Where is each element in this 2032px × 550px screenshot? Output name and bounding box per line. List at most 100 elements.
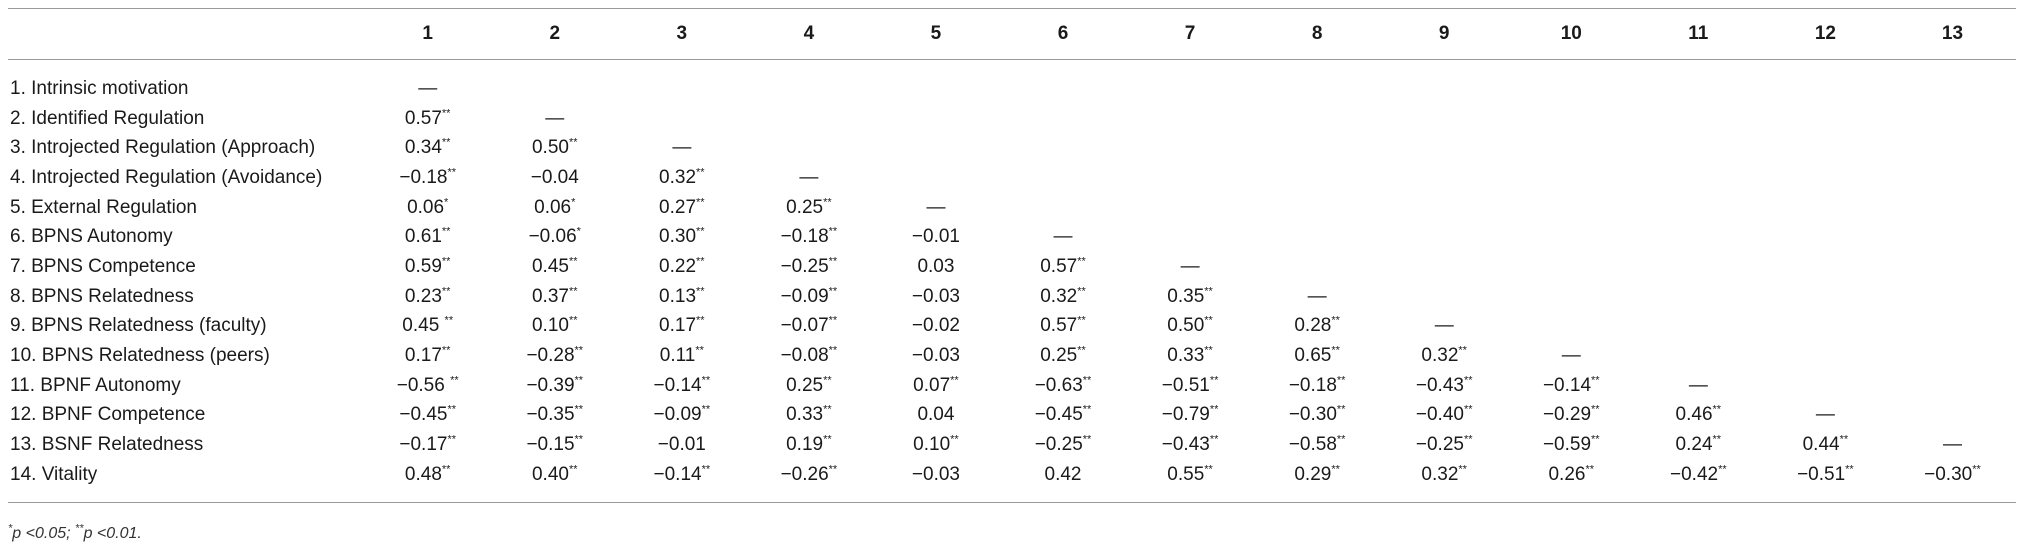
table-cell	[1381, 222, 1508, 252]
header-cell-8: 8	[1253, 8, 1381, 60]
table-cell: −0.03	[872, 459, 1000, 503]
significance-marker: **	[701, 404, 711, 417]
cell-value: −0.25	[1034, 434, 1083, 456]
cell-value: −0.03	[911, 463, 960, 485]
cell-value: —	[1942, 434, 1962, 456]
table-cell: —	[872, 193, 999, 223]
table-cell: −0.25**	[1381, 430, 1508, 460]
table-cell	[1635, 104, 1762, 134]
significance-marker: **	[1331, 344, 1340, 357]
significance-marker: **	[1204, 285, 1213, 298]
cell-value: −0.30	[1924, 463, 1973, 485]
table-cell: −0.51**	[1127, 371, 1254, 401]
cell-value: 0.46	[1675, 404, 1713, 426]
significance-marker: **	[950, 374, 959, 387]
significance-marker: **	[1209, 374, 1219, 387]
table-cell	[1635, 193, 1762, 223]
significance-marker: **	[695, 344, 704, 357]
cell-value: —	[926, 196, 946, 218]
cell-value: −0.59	[1542, 434, 1592, 456]
significance-marker: **	[1458, 463, 1467, 476]
significance-marker: **	[1204, 315, 1213, 328]
table-cell: 0.34**	[364, 133, 491, 163]
table-cell: 0.37**	[491, 282, 618, 312]
table-cell	[1762, 282, 1889, 312]
row-label: 12. BPNF Competence	[10, 404, 206, 426]
table-cell	[1381, 60, 1508, 104]
cell-value: 0.23	[404, 285, 442, 307]
significance-marker: **	[441, 107, 451, 120]
table-cell: −0.79**	[1127, 401, 1254, 431]
cell-value: —	[1180, 255, 1200, 277]
row-label: 8. BPNS Relatedness	[10, 285, 194, 307]
row-label: 14. Vitality	[8, 459, 365, 503]
significance-marker: **	[1712, 433, 1722, 446]
significance-footnote: *p <0.05; **p <0.01.	[8, 522, 142, 543]
table-cell: −0.59**	[1508, 430, 1635, 460]
significance-marker: **	[568, 463, 578, 476]
cell-value: 0.45	[402, 315, 445, 337]
table-cell: 0.07**	[872, 371, 999, 401]
significance-marker: **	[441, 136, 451, 149]
cell-value: −0.25	[1415, 434, 1464, 456]
significance-marker: **	[441, 225, 451, 238]
cell-value: −0.30	[1288, 404, 1337, 426]
table-cell	[1762, 193, 1889, 223]
significance-marker: **	[568, 255, 578, 268]
cell-value: −0.03	[911, 345, 960, 367]
cell-value: 0.57	[404, 107, 442, 129]
significance-marker: **	[1336, 404, 1346, 417]
table-cell	[872, 60, 999, 104]
table-cell	[1508, 193, 1635, 223]
header-cell-2: 2	[491, 8, 619, 60]
cell-value: 0.04	[917, 404, 955, 426]
table-cell	[1381, 133, 1508, 163]
correlation-table: 1 2 3 4 5 6 7 8 9 10 11 12 13 1. Intrinsic motivatio…	[8, 8, 2016, 503]
table-cell: −0.18**	[745, 222, 872, 252]
significance-marker: **	[1336, 374, 1346, 387]
cell-value: 0.17	[659, 315, 697, 337]
table-cell	[1889, 193, 2016, 223]
significance-marker: *	[444, 196, 449, 209]
significance-marker: **	[823, 374, 832, 387]
cell-value: —	[545, 107, 565, 129]
table-cell	[1762, 60, 1889, 104]
table-cell	[872, 133, 999, 163]
cell-value: 0.35	[1167, 285, 1205, 307]
table-cell: 0.57**	[999, 252, 1126, 282]
cell-value: −0.18	[780, 226, 829, 248]
table-cell: 0.65**	[1254, 341, 1381, 371]
cell-value: 0.33	[1167, 345, 1205, 367]
table-cell: 0.40**	[491, 459, 619, 503]
row-label: 9. BPNS Relatedness (faculty)	[10, 315, 267, 337]
table-cell: −0.45**	[999, 401, 1126, 431]
header-cell-11: 11	[1634, 8, 1762, 60]
significance-marker: **	[828, 463, 838, 476]
significance-marker: **	[1718, 463, 1727, 476]
footnote-marker-double: **	[75, 522, 84, 535]
cell-value: −0.42	[1670, 463, 1719, 485]
significance-marker: **	[447, 433, 457, 446]
table-cell: 0.10**	[491, 312, 618, 342]
cell-value: −0.14	[653, 463, 702, 485]
significance-marker: **	[1077, 344, 1086, 357]
table-cell: −0.01	[872, 222, 999, 252]
table-cell: 0.04	[872, 401, 999, 431]
cell-value: 0.50	[1167, 315, 1205, 337]
table-cell	[1254, 60, 1381, 104]
header-cell-13: 13	[1888, 8, 2016, 60]
cell-value: 0.55	[1167, 463, 1205, 485]
cell-value: 0.06	[407, 196, 445, 218]
table-cell: —	[1508, 341, 1635, 371]
significance-marker: **	[450, 374, 459, 387]
cell-value: −0.29	[1542, 404, 1592, 426]
table-cell	[1762, 222, 1889, 252]
significance-marker: **	[568, 285, 578, 298]
table-cell	[491, 60, 618, 104]
significance-marker: *	[576, 225, 581, 238]
table-cell: −0.40**	[1381, 401, 1508, 431]
header-cell-6: 6	[999, 8, 1127, 60]
table-cell: 0.50**	[1127, 312, 1254, 342]
header-cell-10: 10	[1507, 8, 1635, 60]
significance-marker: **	[1585, 463, 1595, 476]
